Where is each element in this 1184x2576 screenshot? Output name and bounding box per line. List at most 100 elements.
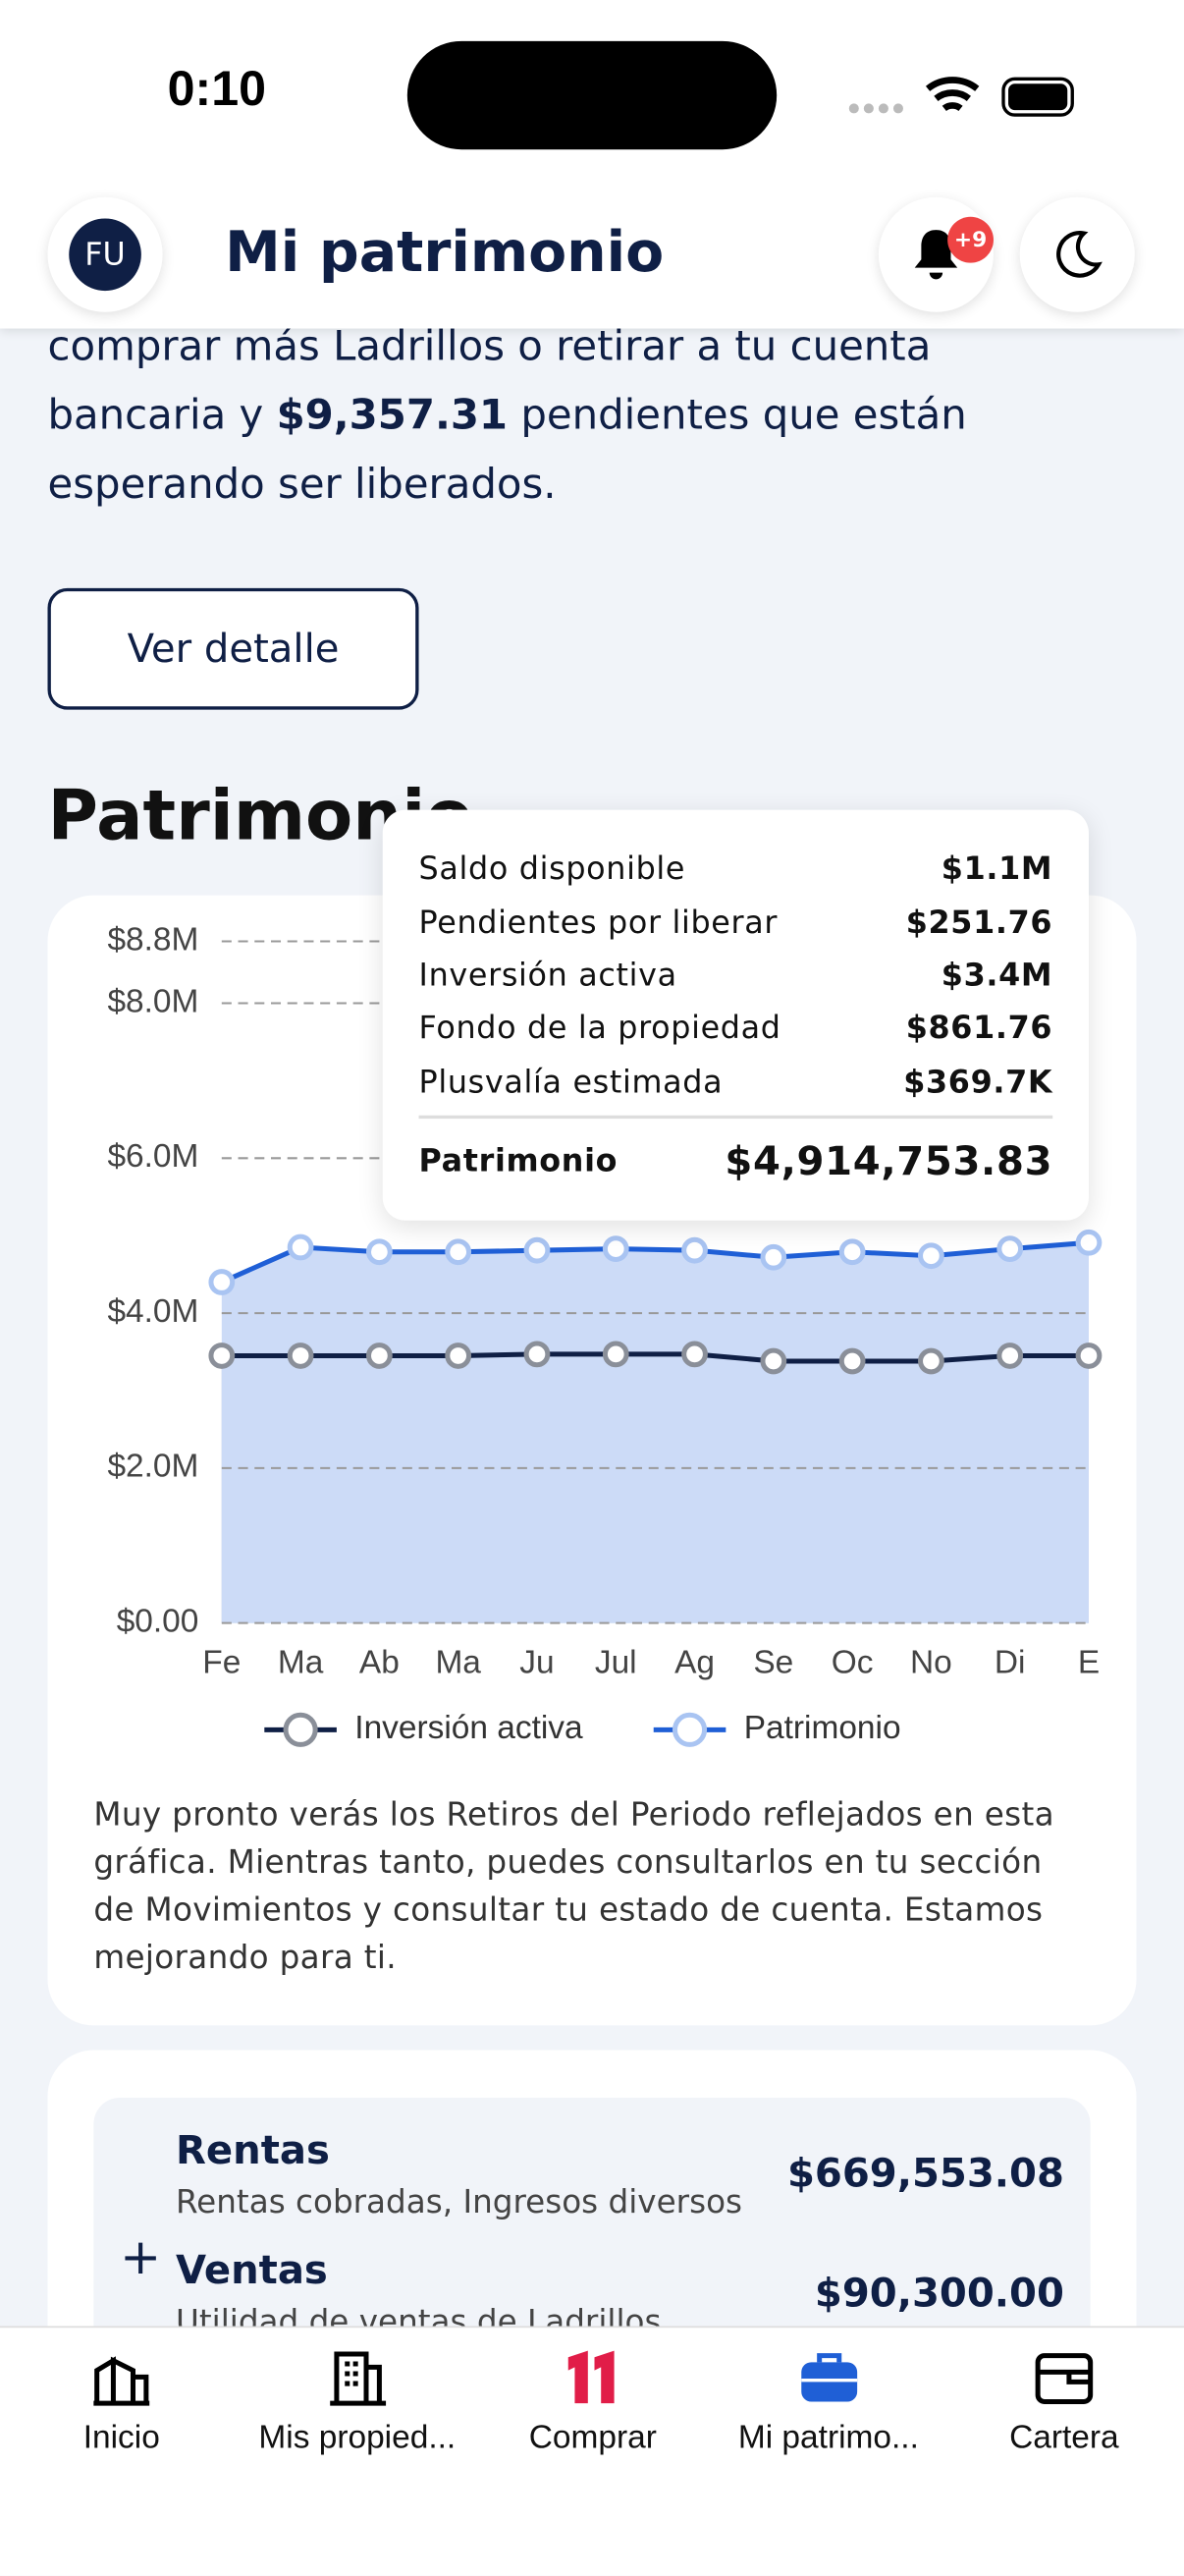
point bbox=[996, 1343, 1024, 1369]
point bbox=[208, 1343, 236, 1369]
theme-toggle[interactable] bbox=[1019, 196, 1135, 312]
intro-before: comprar más Ladrillos o retirar a tu cue… bbox=[47, 321, 932, 439]
y-tick-label: $4.0M bbox=[107, 1293, 198, 1330]
status-icons bbox=[848, 77, 1074, 117]
point bbox=[602, 1341, 629, 1368]
point bbox=[838, 1347, 866, 1375]
point bbox=[445, 1238, 472, 1266]
tooltip-row: Pendientes por liberar $251.76 bbox=[419, 896, 1053, 949]
header: 0:10 FU Mi patrimonio +9 bbox=[0, 0, 1184, 329]
x-tick-label: Ag bbox=[674, 1644, 715, 1680]
area bbox=[221, 1242, 1089, 1623]
x-tick-label: Se bbox=[753, 1644, 793, 1680]
point bbox=[1075, 1343, 1103, 1369]
tab-label: Inicio bbox=[82, 2419, 160, 2456]
bell-icon bbox=[914, 230, 958, 280]
x-tick-label: Ju bbox=[519, 1644, 554, 1680]
page-title: Mi patrimonio bbox=[225, 220, 665, 287]
tab[interactable]: Mis propied... bbox=[239, 2347, 475, 2457]
notifications[interactable]: +9 bbox=[878, 196, 994, 312]
detail-button[interactable]: Ver detalle bbox=[47, 587, 419, 710]
x-tick-label: Ma bbox=[435, 1644, 481, 1680]
point bbox=[838, 1238, 866, 1266]
tooltip-label: Fondo de la propiedad bbox=[418, 1011, 781, 1048]
tooltip-label: Pendientes por liberar bbox=[418, 904, 779, 941]
point bbox=[681, 1236, 708, 1264]
line bbox=[220, 1239, 1090, 1285]
y-tick-label: $2.0M bbox=[107, 1449, 198, 1485]
tab-label: Cartera bbox=[1009, 2419, 1119, 2456]
tooltip-value: $369.7K bbox=[903, 1064, 1053, 1101]
tooltip-value: $251.76 bbox=[905, 904, 1053, 941]
tooltip: Saldo disponible $1.1M Pendientes por libe… bbox=[382, 809, 1089, 1221]
tab[interactable]: Cartera bbox=[945, 2347, 1182, 2457]
point bbox=[918, 1242, 944, 1270]
tab-label: Mi patrimo... bbox=[737, 2419, 919, 2456]
x-tick-label: E bbox=[1078, 1644, 1100, 1680]
summary-subtitle: Rentas cobradas, Ingresos diversos bbox=[175, 2182, 743, 2221]
legend-marker bbox=[672, 1712, 708, 1747]
tab-icon bbox=[329, 2351, 386, 2406]
point bbox=[602, 1235, 629, 1262]
point bbox=[760, 1243, 787, 1271]
tooltip-label: Plusvalía estimada bbox=[418, 1064, 724, 1101]
tab-bar: Inicio Mis propied... Comprar Mi patrimo...… bbox=[0, 2326, 1184, 2576]
tooltip-row: Saldo disponible $1.1M bbox=[419, 843, 1053, 896]
tooltip-value: $3.4M bbox=[941, 958, 1053, 994]
tab[interactable]: Comprar bbox=[474, 2347, 711, 2457]
tooltip-row: Plusvalía estimada $369.7K bbox=[419, 1056, 1053, 1109]
legend-marker bbox=[283, 1712, 318, 1747]
intro-amount: $9,357.31 bbox=[276, 391, 509, 439]
x-tick-label: Jul bbox=[595, 1644, 637, 1680]
tab-label: Comprar bbox=[528, 2419, 657, 2456]
y-tick-label: $0.00 bbox=[117, 1603, 199, 1639]
chart-note: Muy pronto verás los Retiros del Periodo… bbox=[93, 1795, 1054, 1977]
avatar-frame[interactable]: FU bbox=[47, 196, 163, 312]
tab[interactable]: Inicio bbox=[3, 2347, 240, 2457]
summary-title: Ventas bbox=[175, 2247, 328, 2294]
summary-title: Rentas bbox=[175, 2127, 330, 2173]
tooltip-row: Inversión activa $3.4M bbox=[419, 949, 1053, 1002]
tooltip-divider bbox=[418, 1115, 1053, 1120]
tooltip-label: Inversión activa bbox=[418, 958, 677, 994]
point bbox=[760, 1347, 787, 1375]
y-tick-label: $6.0M bbox=[107, 1138, 198, 1175]
legend-label: Inversión activa bbox=[354, 1710, 583, 1746]
intro-text: comprar más Ladrillos o retirar a tu cue… bbox=[48, 312, 1100, 520]
point bbox=[523, 1341, 551, 1368]
intro-after: pendientes que están esperando ser liber… bbox=[47, 391, 967, 508]
point bbox=[681, 1341, 708, 1368]
point bbox=[208, 1269, 236, 1295]
tooltip-row: Fondo de la propiedad $861.76 bbox=[419, 1003, 1053, 1056]
point bbox=[445, 1343, 472, 1369]
badge: +9 bbox=[947, 216, 994, 263]
x-tick-label: Ma bbox=[278, 1644, 324, 1680]
point bbox=[1075, 1229, 1103, 1256]
tooltip-label: Saldo disponible bbox=[418, 850, 686, 888]
expand-icon: + bbox=[120, 2228, 162, 2287]
point bbox=[918, 1347, 944, 1375]
dynamic-island bbox=[406, 40, 778, 150]
tab[interactable]: Mi patrimo... bbox=[710, 2347, 946, 2457]
legend-label: Patrimonio bbox=[744, 1710, 901, 1746]
summary-amount: $669,553.08 bbox=[786, 2150, 1064, 2197]
chart: $0.00 $2.0M $4.0M $6.0M $8.0M $8.8M Fe Ma Ab Ma Ju… bbox=[107, 921, 1103, 1747]
tab-icon bbox=[93, 2356, 150, 2406]
tooltip-total-value: $4,914,753.83 bbox=[725, 1138, 1053, 1184]
point bbox=[287, 1233, 314, 1261]
tab-label: Mis propied... bbox=[258, 2419, 457, 2456]
clock: 0:10 bbox=[167, 62, 267, 117]
point bbox=[366, 1343, 393, 1369]
point bbox=[523, 1236, 551, 1264]
tooltip-total-label: Patrimonio bbox=[418, 1143, 619, 1179]
x-tick-label: Ab bbox=[359, 1644, 400, 1680]
tooltip-total: Patrimonio $4,914,753.83 bbox=[419, 1128, 1053, 1194]
y-tick-label: $8.8M bbox=[107, 921, 198, 958]
y-tick-label: $8.0M bbox=[107, 983, 198, 1019]
point bbox=[996, 1235, 1024, 1262]
summary-amount: $90,300.00 bbox=[814, 2270, 1064, 2317]
point bbox=[366, 1238, 393, 1266]
point bbox=[287, 1343, 314, 1369]
x-tick-label: No bbox=[910, 1644, 952, 1680]
x-tick-label: Di bbox=[995, 1644, 1026, 1680]
